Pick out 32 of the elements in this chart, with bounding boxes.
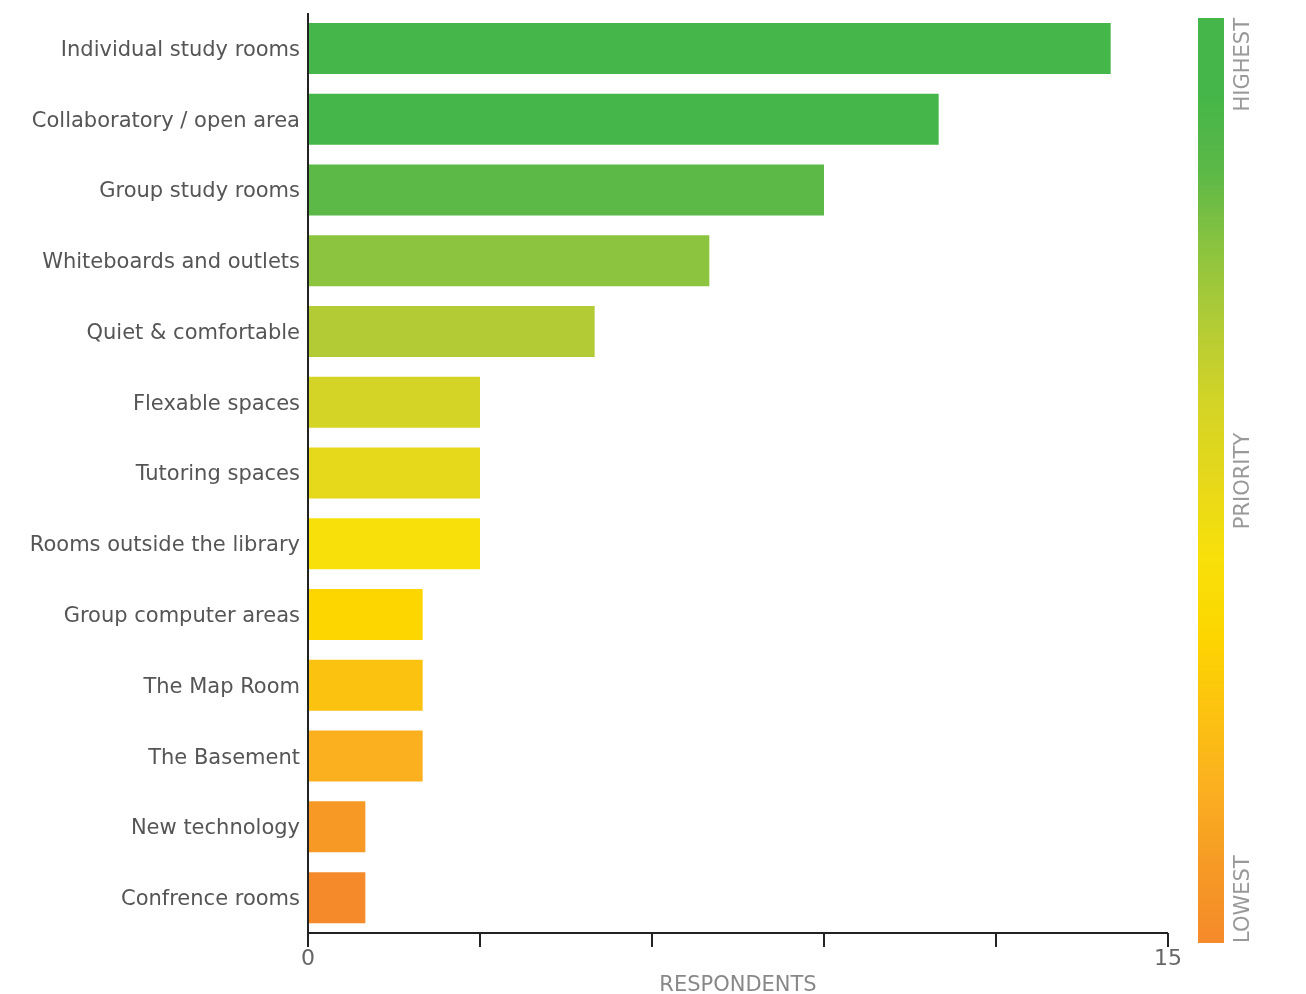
bar bbox=[308, 589, 423, 641]
y-tick-label: Quiet & comfortable bbox=[86, 319, 300, 344]
bar bbox=[308, 305, 595, 357]
y-tick-label: New technology bbox=[130, 815, 300, 840]
x-axis-title: RESPONDENTS bbox=[659, 972, 817, 994]
bar bbox=[308, 376, 480, 428]
x-tick-label: 15 bbox=[1154, 944, 1182, 970]
y-tick-label: Individual study rooms bbox=[60, 36, 300, 61]
y-tick-label: Tutoring spaces bbox=[134, 461, 300, 486]
bar bbox=[308, 235, 710, 287]
y-tick-label: Whiteboards and outlets bbox=[42, 249, 300, 274]
bar bbox=[308, 730, 423, 782]
y-tick-label: The Basement bbox=[147, 744, 300, 769]
y-tick-label: Group computer areas bbox=[63, 602, 300, 627]
x-tick-label: 0 bbox=[301, 944, 315, 970]
bar bbox=[308, 22, 1111, 74]
text: HIGHEST bbox=[1230, 18, 1254, 112]
bar bbox=[308, 659, 423, 711]
y-tick-label: The Map Room bbox=[142, 673, 300, 698]
y-tick-label: Rooms outside the library bbox=[29, 532, 300, 557]
bar bbox=[308, 518, 480, 570]
text: PRIORITY bbox=[1230, 432, 1254, 529]
y-tick-label: Collaboratory / open area bbox=[31, 107, 300, 132]
bar bbox=[308, 164, 824, 216]
bar bbox=[308, 93, 939, 145]
y-tick-label: Group study rooms bbox=[99, 178, 300, 203]
bar bbox=[308, 447, 480, 499]
bar bbox=[308, 801, 366, 853]
y-tick-label: Confrence rooms bbox=[120, 886, 300, 911]
bar bbox=[308, 872, 366, 924]
text: LOWEST bbox=[1230, 855, 1254, 943]
y-tick-label: Flexable spaces bbox=[132, 390, 300, 415]
